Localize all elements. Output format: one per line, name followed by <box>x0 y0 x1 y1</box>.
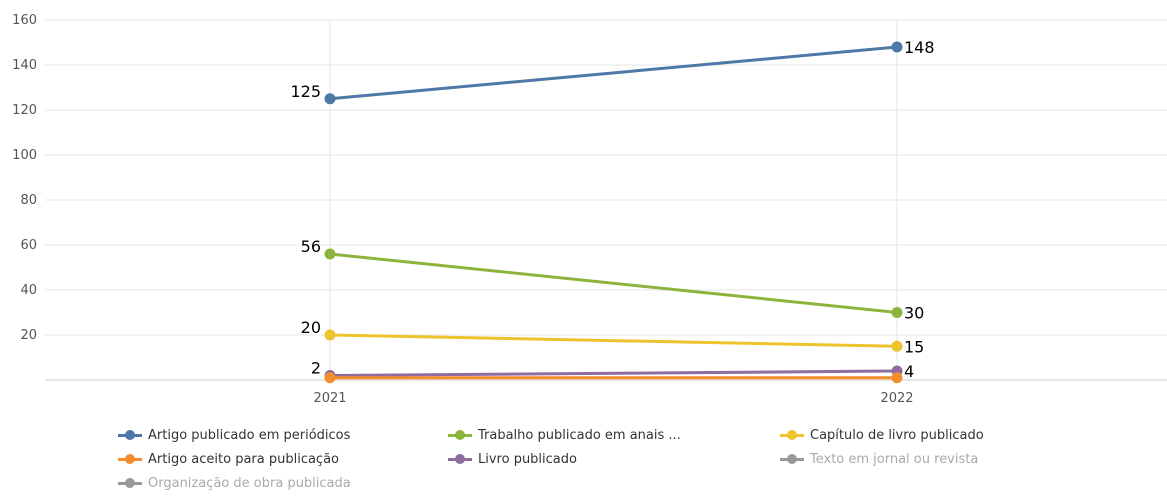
legend-item[interactable]: Artigo publicado em periódicos <box>118 424 350 446</box>
data-point-trabalho-publicado-em-anais <box>324 248 336 260</box>
legend-item[interactable]: Texto em jornal ou revista <box>780 448 978 470</box>
y-tick-label: 160 <box>12 13 37 28</box>
legend-marker-icon <box>780 428 804 442</box>
data-label: 56 <box>301 237 321 256</box>
data-label: 30 <box>904 304 924 323</box>
data-label: 4 <box>904 362 914 381</box>
data-point-capitulo-de-livro-publicado <box>324 329 336 341</box>
data-point-capitulo-de-livro-publicado <box>891 340 903 352</box>
legend-item[interactable]: Artigo aceito para publicação <box>118 448 339 470</box>
legend-label: Artigo aceito para publicação <box>148 451 340 467</box>
data-point-trabalho-publicado-em-anais <box>891 307 903 318</box>
legend-label: Artigo publicado em periódicos <box>148 427 351 443</box>
x-tick-label: 2022 <box>880 391 913 406</box>
legend-item[interactable]: Livro publicado <box>448 448 577 470</box>
y-tick-label: 100 <box>12 148 37 163</box>
data-label: 148 <box>904 38 935 57</box>
line-chart: 20 40 60 80 100 120 140 160 2021 2022 125 148 56 30 20… <box>12 13 1167 406</box>
legend-marker-icon <box>780 452 804 466</box>
legend-marker-icon <box>118 428 142 442</box>
series-line-capitulo-de-livro-publicado <box>329 333 898 348</box>
data-label: 2 <box>311 359 321 378</box>
y-tick-label: 60 <box>20 238 37 253</box>
legend-item[interactable]: Trabalho publicado em anais ... <box>448 424 681 446</box>
y-tick-label: 140 <box>12 58 37 73</box>
data-label: 20 <box>301 318 321 337</box>
y-tick-label: 20 <box>20 328 37 343</box>
legend-label: Texto em jornal ou revista <box>810 451 979 467</box>
legend-marker-icon <box>118 452 142 466</box>
legend-label: Organização de obra publicada <box>148 475 351 491</box>
y-tick-label: 80 <box>20 193 37 208</box>
legend-marker-icon <box>118 476 142 490</box>
series-line-trabalho-publicado-em-anais <box>329 252 898 314</box>
data-point-artigo-aceito-para-publicacao <box>324 372 336 384</box>
legend-label: Trabalho publicado em anais ... <box>478 427 681 443</box>
y-tick-label: 120 <box>12 103 37 118</box>
data-point-artigo-aceito-para-publicacao <box>891 372 903 384</box>
legend-item[interactable]: Organização de obra publicada <box>118 472 351 494</box>
series-line-artigo-publicado-em-periodicos <box>329 45 898 101</box>
legend-marker-icon <box>448 452 472 466</box>
legend-label: Livro publicado <box>478 451 577 467</box>
y-tick-label: 40 <box>20 283 37 298</box>
legend-item[interactable]: Capítulo de livro publicado <box>780 424 984 446</box>
data-point-artigo-publicado-em-periodicos <box>891 41 903 53</box>
data-label: 125 <box>290 82 321 101</box>
legend-marker-icon <box>448 428 472 442</box>
series-line-livro-publicado <box>329 369 898 377</box>
data-point-artigo-publicado-em-periodicos <box>324 93 336 105</box>
x-tick-label: 2021 <box>313 391 346 406</box>
legend-label: Capítulo de livro publicado <box>810 427 984 443</box>
data-label: 15 <box>904 337 924 356</box>
